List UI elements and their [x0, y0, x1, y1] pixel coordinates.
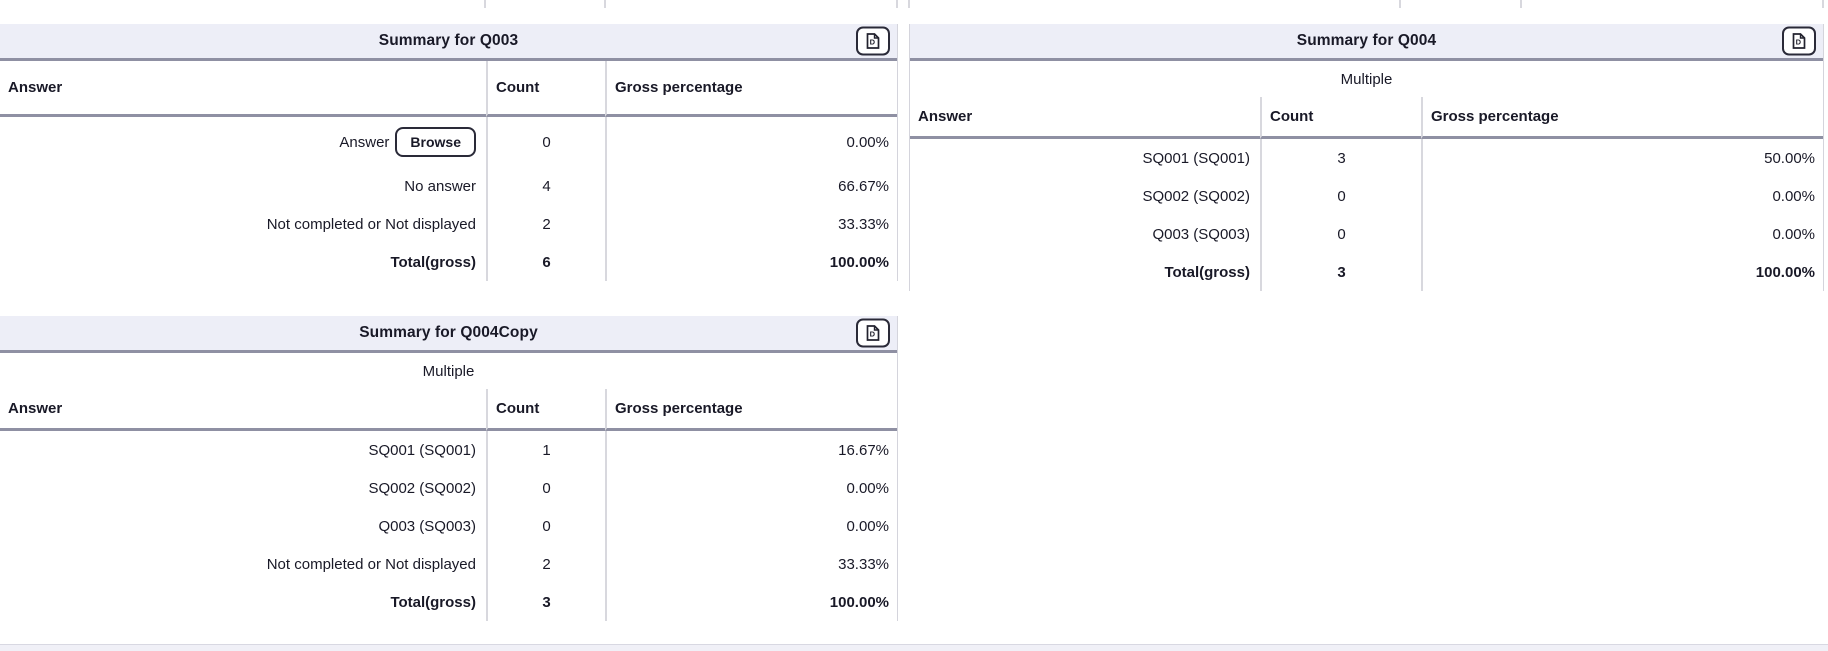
gross-cell: 33.33%: [605, 205, 897, 243]
answer-cell: Total(gross): [390, 253, 476, 271]
table-grid: Answer Count Gross percentage SQ001 (SQ0…: [910, 97, 1823, 291]
gross-cell: 16.67%: [605, 431, 897, 469]
export-summary-button[interactable]: D: [1782, 26, 1816, 56]
remnant-divider: [604, 0, 606, 8]
count-cell: 0: [486, 507, 605, 545]
question-type-subtitle: Multiple: [422, 362, 475, 380]
column-header-gross: Gross percentage: [605, 389, 897, 431]
count-cell: 3: [1260, 253, 1421, 291]
count-cell: 2: [486, 545, 605, 583]
table-header-band: Summary for Q004 D: [910, 24, 1823, 61]
browse-button[interactable]: Browse: [395, 126, 476, 158]
gross-cell: 0.00%: [1421, 215, 1823, 253]
cropped-table-remnant-top: [0, 0, 1828, 8]
answer-cell: Not completed or Not displayed: [266, 215, 476, 233]
column-header-count: Count: [486, 389, 605, 431]
answer-cell: Answer Browse: [0, 117, 486, 167]
gross-cell: 0.00%: [605, 117, 897, 167]
count-cell: 6: [486, 243, 605, 281]
column-header-gross: Gross percentage: [605, 61, 897, 117]
remnant-divider: [1399, 0, 1401, 8]
answer-cell: Total(gross): [1164, 263, 1250, 281]
gross-cell: 0.00%: [605, 469, 897, 507]
summary-table-q004: Summary for Q004 D Multiple Answer Count…: [909, 24, 1824, 291]
export-summary-button[interactable]: D: [856, 318, 890, 348]
svg-text:D: D: [870, 330, 876, 339]
answer-cell: SQ002 (SQ002): [1142, 187, 1250, 205]
svg-text:D: D: [1796, 38, 1802, 47]
table-header-band: Summary for Q004Copy D: [0, 316, 897, 353]
gross-cell: 0.00%: [1421, 177, 1823, 215]
answer-label: Answer: [339, 133, 390, 151]
column-header-count: Count: [486, 61, 605, 117]
count-cell: 0: [1260, 215, 1421, 253]
table-title: Summary for Q004Copy: [359, 324, 538, 341]
gross-cell: 100.00%: [1421, 253, 1823, 291]
table-title: Summary for Q003: [378, 32, 519, 49]
remnant-divider: [908, 0, 910, 8]
column-header-answer: Answer: [910, 97, 1260, 139]
document-icon: D: [866, 33, 880, 49]
summary-table-q003: Summary for Q003 D Answer Count Gross pe…: [0, 24, 898, 281]
count-cell: 0: [1260, 177, 1421, 215]
gross-cell: 50.00%: [1421, 139, 1823, 177]
answer-cell: Total(gross): [390, 593, 476, 611]
gross-cell: 33.33%: [605, 545, 897, 583]
count-cell: 2: [486, 205, 605, 243]
table-header-band: Summary for Q003 D: [0, 24, 897, 61]
count-cell: 1: [486, 431, 605, 469]
remnant-divider: [896, 0, 898, 8]
table-grid: Answer Count Gross percentage SQ001 (SQ0…: [0, 389, 897, 621]
gross-cell: 100.00%: [605, 243, 897, 281]
remnant-divider: [1822, 0, 1824, 8]
summary-table-q004copy: Summary for Q004Copy D Multiple Answer C…: [0, 316, 898, 621]
remnant-divider: [484, 0, 486, 8]
answer-cell: Not completed or Not displayed: [266, 555, 476, 573]
document-icon: D: [866, 325, 880, 341]
answer-cell: No answer: [404, 177, 476, 195]
count-cell: 3: [486, 583, 605, 621]
column-header-answer: Answer: [0, 61, 486, 117]
cropped-next-section-band: [0, 644, 1828, 651]
table-grid: Answer Count Gross percentage Answer Bro…: [0, 61, 897, 281]
count-cell: 0: [486, 117, 605, 167]
answer-cell: SQ001 (SQ001): [1142, 149, 1250, 167]
answer-cell: Q003 (SQ003): [378, 517, 476, 535]
count-cell: 4: [486, 167, 605, 205]
column-header-gross: Gross percentage: [1421, 97, 1823, 139]
gross-cell: 66.67%: [605, 167, 897, 205]
table-title: Summary for Q004: [1296, 32, 1437, 49]
answer-cell: SQ002 (SQ002): [368, 479, 476, 497]
count-cell: 0: [486, 469, 605, 507]
answer-cell: SQ001 (SQ001): [368, 441, 476, 459]
column-header-answer: Answer: [0, 389, 486, 431]
gross-cell: 100.00%: [605, 583, 897, 621]
export-summary-button[interactable]: D: [856, 26, 890, 56]
count-cell: 3: [1260, 139, 1421, 177]
document-icon: D: [1792, 33, 1806, 49]
question-type-subtitle: Multiple: [1340, 70, 1393, 88]
remnant-divider: [1520, 0, 1522, 8]
column-header-count: Count: [1260, 97, 1421, 139]
gross-cell: 0.00%: [605, 507, 897, 545]
svg-text:D: D: [870, 38, 876, 47]
answer-cell: Q003 (SQ003): [1152, 225, 1250, 243]
